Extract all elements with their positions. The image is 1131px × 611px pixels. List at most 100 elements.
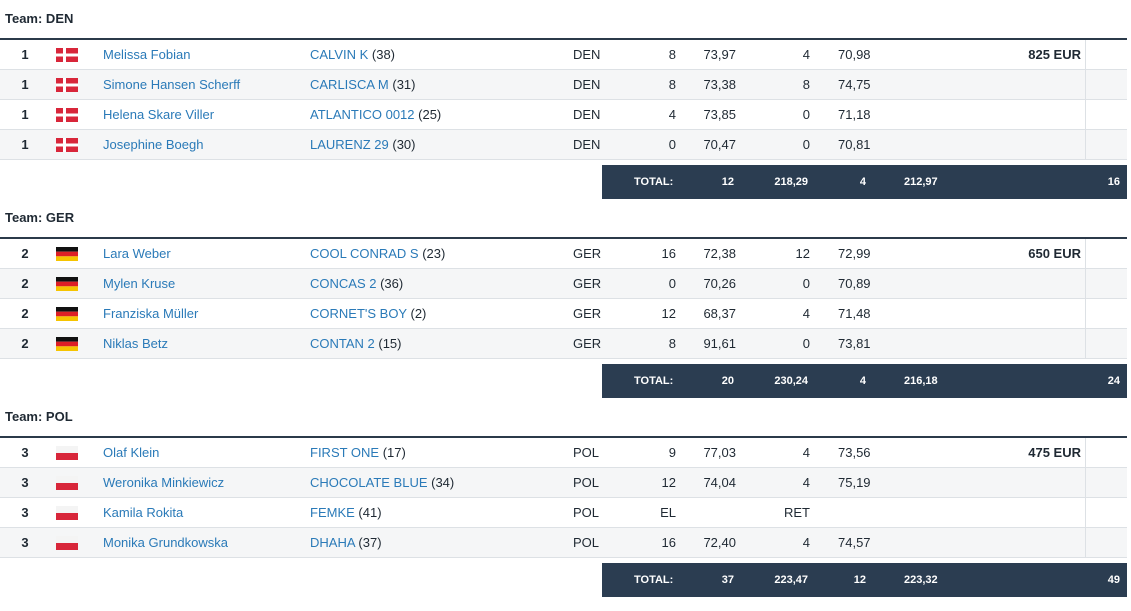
total-round2-faults: 4 bbox=[859, 375, 866, 387]
total-round2-faults: 4 bbox=[859, 176, 866, 188]
rank: 1 bbox=[21, 77, 29, 92]
total-round1-faults: 12 bbox=[721, 176, 734, 188]
rank: 2 bbox=[21, 276, 29, 291]
total-round1-time: 230,24 bbox=[774, 375, 808, 387]
column-divider bbox=[1085, 299, 1086, 328]
round2-time: 73,81 bbox=[838, 336, 871, 351]
round2-faults: 0 bbox=[802, 336, 810, 351]
round2-time: 74,75 bbox=[838, 77, 871, 92]
column-divider bbox=[1085, 498, 1086, 527]
horse-number: (36) bbox=[376, 276, 404, 291]
rider-link[interactable]: Mylen Kruse bbox=[103, 276, 176, 291]
team-title: Team: POL bbox=[5, 409, 73, 424]
horse-cell: CORNET'S BOY (2) bbox=[310, 299, 426, 328]
rider-link[interactable]: Lara Weber bbox=[103, 246, 171, 261]
nation: GER bbox=[573, 336, 602, 351]
horse-link[interactable]: CONCAS 2 bbox=[310, 276, 377, 291]
rider-link[interactable]: Josephine Boegh bbox=[103, 137, 204, 152]
horse-link[interactable]: FIRST ONE bbox=[310, 445, 380, 460]
nation: DEN bbox=[573, 77, 601, 92]
round2-time: 74,57 bbox=[838, 535, 871, 550]
total-round1-faults: 20 bbox=[721, 375, 734, 387]
round2-faults: RET bbox=[784, 505, 810, 520]
nation: GER bbox=[573, 306, 602, 321]
rider-link[interactable]: Simone Hansen Scherff bbox=[103, 77, 241, 92]
round2-time: 75,19 bbox=[838, 475, 871, 490]
rider-link[interactable]: Monika Grundkowska bbox=[103, 535, 228, 550]
horse-cell: COOL CONRAD S (23) bbox=[310, 239, 445, 268]
round1-time: 73,85 bbox=[703, 107, 736, 122]
round1-time: 74,04 bbox=[703, 475, 736, 490]
germany-flag-icon bbox=[56, 337, 78, 351]
total-round1-time: 223,47 bbox=[774, 574, 808, 586]
horse-link[interactable]: CONTAN 2 bbox=[310, 336, 375, 351]
horse-link[interactable]: ATLANTICO 0012 bbox=[310, 107, 415, 122]
total-round2-faults: 12 bbox=[853, 574, 866, 586]
results-table: 2 Lara Weber COOL CONRAD S (23) GER 16 72,38 1… bbox=[0, 237, 1127, 359]
rider-link[interactable]: Kamila Rokita bbox=[103, 505, 184, 520]
nation: DEN bbox=[573, 137, 601, 152]
round1-faults: 12 bbox=[661, 306, 676, 321]
horse-link[interactable]: COOL CONRAD S bbox=[310, 246, 419, 261]
total-label: TOTAL: bbox=[634, 574, 674, 586]
nation: POL bbox=[573, 535, 600, 550]
horse-number: (31) bbox=[388, 77, 416, 92]
horse-cell: LAURENZ 29 (30) bbox=[310, 130, 415, 159]
rider-link[interactable]: Helena Skare Viller bbox=[103, 107, 215, 122]
denmark-flag-icon bbox=[56, 108, 78, 122]
horse-link[interactable]: FEMKE bbox=[310, 505, 355, 520]
column-divider bbox=[1085, 468, 1086, 497]
table-row: 3 Kamila Rokita FEMKE (41) POL EL RET bbox=[0, 498, 1127, 528]
prize-money bbox=[980, 299, 1081, 328]
prize-money bbox=[980, 269, 1081, 298]
poland-flag-icon bbox=[56, 476, 78, 490]
round2-faults: 0 bbox=[802, 276, 810, 291]
total-round1-time: 218,29 bbox=[774, 176, 808, 188]
round1-faults: 0 bbox=[668, 276, 676, 291]
round1-time: 68,37 bbox=[703, 306, 736, 321]
rider-link[interactable]: Olaf Klein bbox=[103, 445, 160, 460]
round2-time: 73,56 bbox=[838, 445, 871, 460]
round1-faults: 8 bbox=[668, 77, 676, 92]
rank: 2 bbox=[21, 306, 29, 321]
horse-number: (37) bbox=[354, 535, 382, 550]
horse-cell: CONCAS 2 (36) bbox=[310, 269, 403, 298]
round2-faults: 4 bbox=[802, 535, 810, 550]
horse-number: (2) bbox=[406, 306, 427, 321]
total-round2-time: 216,18 bbox=[904, 375, 938, 387]
rider-link[interactable]: Melissa Fobian bbox=[103, 47, 191, 62]
rank: 3 bbox=[21, 475, 29, 490]
poland-flag-icon bbox=[56, 446, 78, 460]
round1-time: 72,40 bbox=[703, 535, 736, 550]
round2-faults: 4 bbox=[802, 475, 810, 490]
results-table: 3 Olaf Klein FIRST ONE (17) POL 9 77,03 4 73,56… bbox=[0, 436, 1127, 558]
nation: DEN bbox=[573, 107, 601, 122]
column-divider bbox=[1085, 269, 1086, 298]
table-row: 1 Helena Skare Viller ATLANTICO 0012 (25) D… bbox=[0, 100, 1127, 130]
total-round2-time: 212,97 bbox=[904, 176, 938, 188]
prize-money: 650 EUR bbox=[1028, 246, 1081, 261]
prize-money bbox=[980, 329, 1081, 358]
horse-link[interactable]: DHAHA bbox=[310, 535, 355, 550]
table-row: 1 Simone Hansen Scherff CARLISCA M (31) DEN… bbox=[0, 70, 1127, 100]
horse-link[interactable]: CHOCOLATE BLUE bbox=[310, 475, 428, 490]
horse-link[interactable]: LAURENZ 29 bbox=[310, 137, 389, 152]
horse-link[interactable]: CARLISCA M bbox=[310, 77, 389, 92]
table-row: 3 Weronika Minkiewicz CHOCOLATE BLUE (34) P… bbox=[0, 468, 1127, 498]
rider-link[interactable]: Niklas Betz bbox=[103, 336, 169, 351]
round2-faults: 0 bbox=[802, 107, 810, 122]
rider-link[interactable]: Franziska Müller bbox=[103, 306, 199, 321]
round1-faults: 9 bbox=[668, 445, 676, 460]
rider-link[interactable]: Weronika Minkiewicz bbox=[103, 475, 225, 490]
germany-flag-icon bbox=[56, 247, 78, 261]
prize-money bbox=[980, 70, 1081, 99]
horse-number: (34) bbox=[427, 475, 455, 490]
column-divider bbox=[1085, 528, 1086, 557]
round2-faults: 4 bbox=[802, 445, 810, 460]
horse-link[interactable]: CALVIN K bbox=[310, 47, 369, 62]
horse-link[interactable]: CORNET'S BOY bbox=[310, 306, 407, 321]
results-page: Team: DEN 1 Melissa Fobian CALVIN K (38) DEN… bbox=[0, 11, 1127, 597]
round2-faults: 12 bbox=[795, 246, 810, 261]
table-row: 2 Lara Weber COOL CONRAD S (23) GER 16 72,38 1… bbox=[0, 239, 1127, 269]
round2-time: 71,18 bbox=[838, 107, 871, 122]
